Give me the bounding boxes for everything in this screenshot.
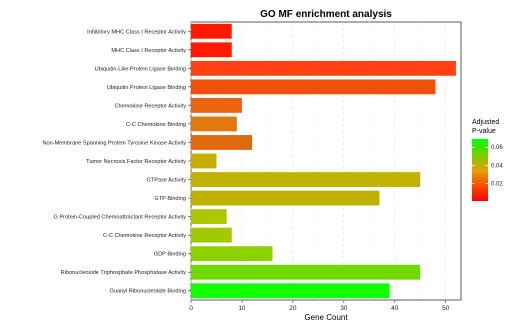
x-tick-labels: 0 10 20 30 40 50 xyxy=(189,300,450,312)
bar xyxy=(191,23,232,39)
chart-title: GO MF enrichment analysis xyxy=(260,9,392,20)
bar xyxy=(191,190,380,206)
bars xyxy=(191,23,456,299)
legend-title-line2: P-value xyxy=(472,128,496,135)
bar xyxy=(191,153,217,169)
y-tick-label: Ubiquitin-Like Protein Ligase Binding xyxy=(95,66,186,72)
y-tick-label: C-C Chemokine Receptor Activity xyxy=(103,233,186,239)
bar xyxy=(191,264,421,280)
bar xyxy=(191,79,436,95)
legend-colorbar xyxy=(472,139,488,201)
bar xyxy=(191,227,232,243)
y-tick-label: GTPase Activity xyxy=(147,178,187,184)
y-tick-label: Ribonucleoside Triphosphate Phosphatase … xyxy=(61,270,187,276)
y-tick-label: GTP Binding xyxy=(154,196,186,202)
x-tick-label: 50 xyxy=(442,305,450,312)
legend-ticks: 0.02 0.04 0.06 xyxy=(472,145,503,188)
y-tick-label: Chemokine Receptor Activity xyxy=(114,103,186,109)
x-tick-label: 0 xyxy=(189,305,193,312)
y-tick-label: G Protein-Coupled Chemoattractant Recept… xyxy=(54,215,187,221)
x-tick-label: 40 xyxy=(391,305,399,312)
x-tick-label: 30 xyxy=(340,305,348,312)
legend-tick-label: 0.06 xyxy=(491,145,503,151)
x-tick-label: 20 xyxy=(289,305,297,312)
bar xyxy=(191,246,273,262)
legend-tick-label: 0.04 xyxy=(491,163,503,169)
bar xyxy=(191,172,421,187)
bar xyxy=(191,135,253,150)
bar xyxy=(191,283,390,299)
legend-tick-label: 0.02 xyxy=(491,182,503,188)
bar xyxy=(191,60,456,76)
y-tick-labels: Inhibitory MHC Class I Receptor Activity… xyxy=(42,29,191,295)
bar xyxy=(191,116,237,132)
legend-title-line1: Adjusted xyxy=(472,119,499,126)
bar xyxy=(191,209,227,225)
y-tick-label: Tumor Necrosis Factor Receptor Activity xyxy=(86,159,186,165)
y-tick-label: Non-Membrane Spanning Protein Tyrosine K… xyxy=(42,140,186,146)
y-tick-label: C-C Chemokine Binding xyxy=(126,122,186,128)
bar xyxy=(191,97,242,113)
y-tick-label: Guanyl Ribonucleotide Binding xyxy=(110,289,187,295)
legend: Adjusted P-value 0.02 0.04 0.06 xyxy=(472,119,503,201)
x-axis-label: Gene Count xyxy=(304,313,348,322)
y-tick-label: MHC Class I Receptor Activity xyxy=(111,48,186,54)
y-tick-label: Inhibitory MHC Class I Receptor Activity xyxy=(87,29,186,35)
y-tick-label: GDP Binding xyxy=(154,252,186,258)
x-tick-label: 10 xyxy=(238,305,246,312)
bar xyxy=(191,42,232,58)
y-tick-label: Ubiquitin Protein Ligase Binding xyxy=(107,85,186,91)
